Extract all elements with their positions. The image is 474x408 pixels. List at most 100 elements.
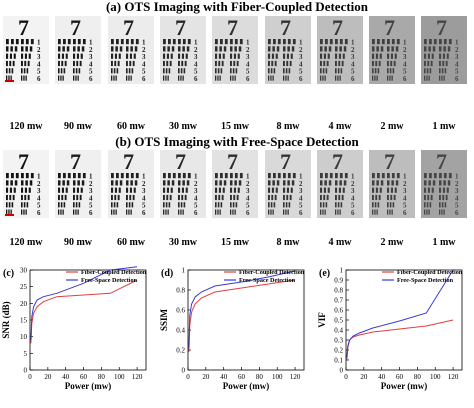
- target-bar: [114, 187, 117, 193]
- target-bar: [328, 46, 332, 52]
- target-bar: [376, 180, 379, 186]
- target-bar: [233, 187, 236, 193]
- target-bar: [292, 39, 296, 45]
- target-bar: [431, 187, 434, 193]
- x-tick-label: 60: [396, 373, 404, 381]
- target-bar: [271, 194, 274, 201]
- target-bar: [426, 202, 429, 208]
- target-element-digit: 4: [89, 194, 93, 202]
- target-bar: [429, 173, 432, 179]
- target-bar: [443, 75, 445, 81]
- target-bar: [66, 180, 70, 186]
- target-bar: [11, 202, 14, 208]
- target-bar: [114, 194, 117, 201]
- target-bar: [217, 209, 219, 215]
- target-bar: [230, 194, 232, 201]
- target-bar: [187, 39, 191, 45]
- target-bar: [387, 202, 389, 208]
- target-bar: [111, 202, 113, 208]
- target-bar: [64, 194, 67, 201]
- y-tick-label: 0.7: [334, 297, 343, 305]
- target-element-digit: 4: [194, 194, 198, 202]
- target-bar: [13, 187, 16, 193]
- target-bar: [378, 194, 381, 201]
- target-bar: [239, 39, 243, 45]
- target-bar: [133, 187, 136, 193]
- target-bar: [63, 39, 66, 45]
- target-element-digit: 4: [37, 60, 41, 68]
- target-bar: [178, 187, 181, 193]
- target-bar: [445, 60, 448, 67]
- target-bar: [60, 68, 63, 74]
- target-element-digit: 1: [351, 39, 355, 47]
- target-bar: [372, 209, 374, 215]
- target-bar: [215, 46, 218, 52]
- target-bar: [339, 173, 343, 179]
- y-tick-label: 25: [20, 283, 28, 291]
- target-bar: [270, 68, 273, 74]
- target-bar: [6, 46, 9, 52]
- target-element-digit: 2: [142, 180, 146, 188]
- target-bar: [222, 53, 225, 59]
- target-bar: [442, 187, 445, 193]
- target-bar: [427, 187, 430, 193]
- target-bar: [424, 209, 426, 215]
- target-bar: [286, 194, 289, 201]
- target-element-digit: 1: [455, 173, 459, 181]
- target-bar: [119, 46, 123, 52]
- target-element-digit: 3: [194, 187, 198, 195]
- target-bar: [172, 173, 176, 179]
- target-bar: [9, 60, 12, 67]
- target-bar: [131, 68, 134, 74]
- target-bar: [219, 209, 221, 215]
- target-element-digit: 4: [246, 194, 250, 202]
- target-bar: [337, 209, 339, 215]
- target-bar: [24, 53, 27, 59]
- target-bar: [218, 60, 221, 67]
- target-bar: [62, 75, 64, 81]
- target-bar: [163, 75, 165, 81]
- chart-c: 0 20 40 60 80 100 120 0 5 10 15 20 25 30 Power (mw) SNR…: [0, 265, 158, 403]
- target-bar: [116, 68, 119, 74]
- target-bar: [427, 194, 430, 201]
- target-bar: [287, 209, 289, 215]
- target-bar: [62, 209, 64, 215]
- target-element-digit: 3: [142, 53, 146, 61]
- target-element-digit: 6: [37, 75, 41, 83]
- target-bar: [372, 60, 374, 67]
- target-bar: [374, 202, 377, 208]
- target-bar: [230, 46, 233, 52]
- target-bar: [111, 75, 113, 81]
- target-bar: [439, 187, 442, 193]
- target-bar: [215, 187, 218, 193]
- target-bar: [182, 209, 184, 215]
- target-bar: [77, 180, 80, 186]
- y-tick-label: 20: [20, 300, 28, 308]
- target-bar: [126, 173, 129, 179]
- target-bar: [232, 68, 235, 74]
- x-tick-label: 120: [132, 373, 143, 381]
- target-bar: [443, 180, 446, 186]
- target-group-digit: 7: [18, 16, 29, 40]
- target-bar: [320, 187, 323, 193]
- target-bar: [338, 60, 341, 67]
- target-bar: [61, 194, 64, 201]
- target-bar: [283, 202, 285, 208]
- target-bar: [117, 60, 120, 67]
- target-bar: [163, 209, 165, 215]
- target-element-digit: 4: [455, 60, 459, 68]
- target-bar: [433, 39, 437, 45]
- target-bar: [73, 209, 75, 215]
- target-bar: [268, 46, 271, 52]
- target-element-digit: 1: [246, 173, 250, 181]
- target-bar: [126, 68, 128, 74]
- target-bar: [215, 75, 217, 81]
- target-bar: [343, 180, 347, 186]
- target-bar: [171, 180, 175, 186]
- target-bar: [130, 180, 133, 186]
